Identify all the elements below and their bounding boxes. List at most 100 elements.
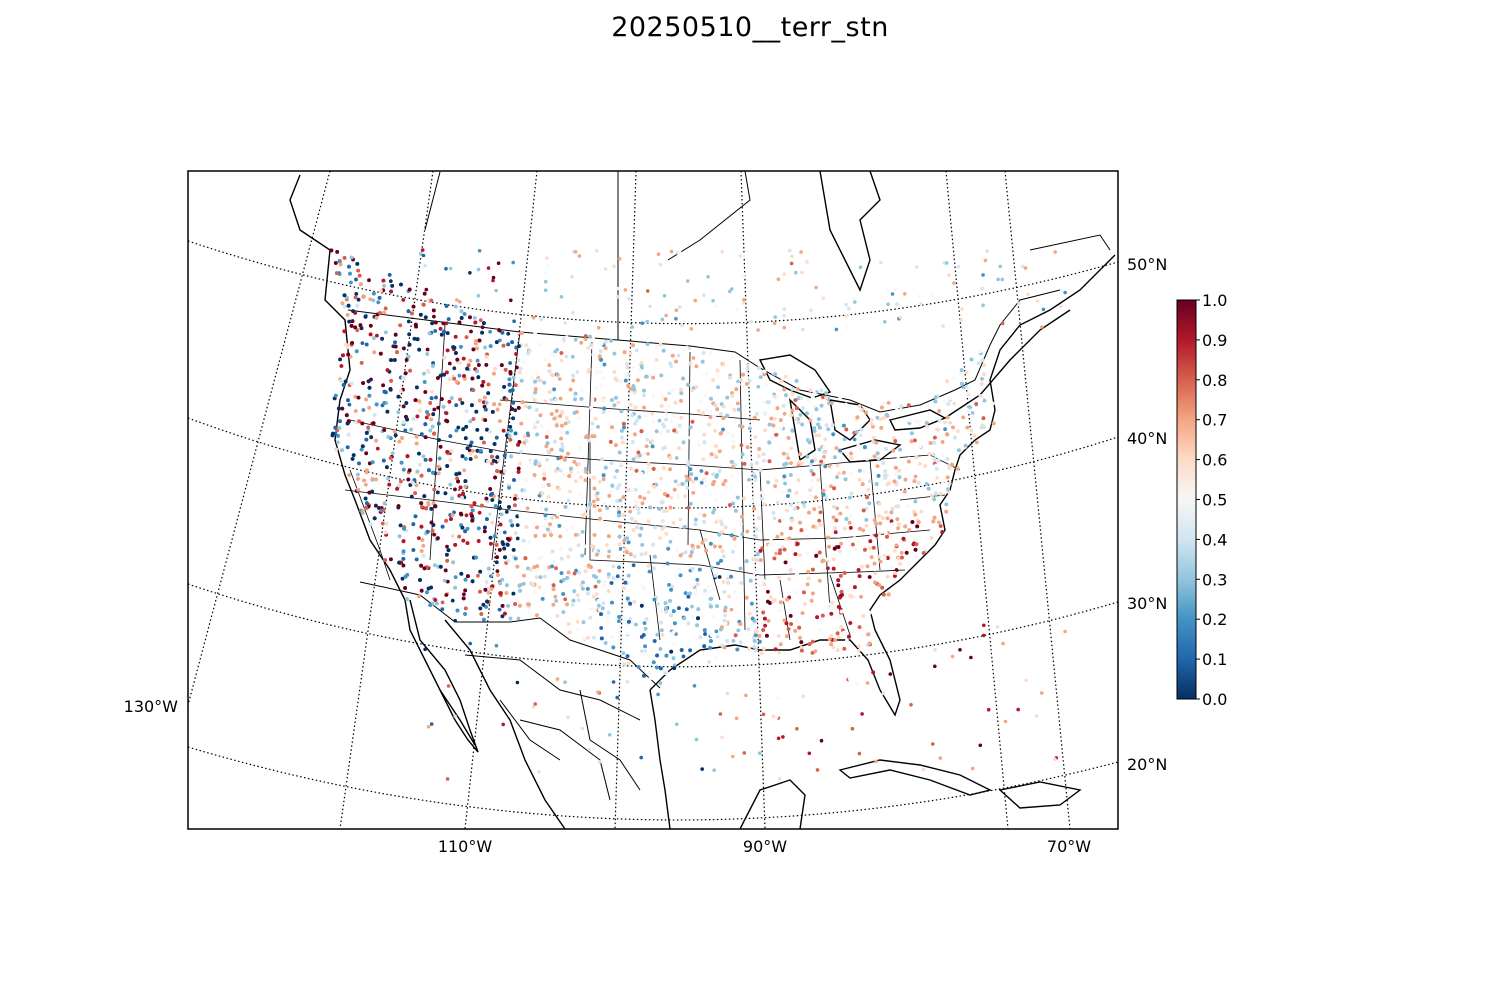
station-dot xyxy=(731,440,736,444)
station-dot xyxy=(718,544,723,549)
station-dot xyxy=(885,556,890,560)
station-dot xyxy=(789,461,793,465)
station-dot xyxy=(468,358,473,363)
station-dot xyxy=(823,459,827,464)
station-dot xyxy=(445,331,450,335)
station-dot xyxy=(757,366,761,370)
station-dot xyxy=(570,603,575,607)
station-dot xyxy=(444,593,449,597)
station-dot xyxy=(432,532,436,537)
station-dot xyxy=(617,483,622,488)
station-dot xyxy=(580,530,585,534)
station-dot xyxy=(913,538,918,542)
station-dot xyxy=(432,487,437,492)
station-dot xyxy=(625,536,630,540)
station-dot xyxy=(441,321,446,326)
station-dot xyxy=(598,349,603,354)
station-dot xyxy=(677,566,682,571)
station-dot xyxy=(744,595,749,600)
station-dot xyxy=(719,530,724,534)
station-dot xyxy=(340,301,345,306)
station-dot xyxy=(829,600,834,605)
station-dot xyxy=(483,407,488,412)
station-dot xyxy=(442,372,446,377)
station-dot xyxy=(603,579,607,584)
station-dot xyxy=(714,498,718,503)
station-dot xyxy=(661,466,666,471)
station-dot xyxy=(674,359,678,364)
station-dot xyxy=(673,400,678,405)
station-dot xyxy=(719,522,724,526)
station-dot xyxy=(595,497,600,502)
station-dot xyxy=(336,434,340,438)
station-dot xyxy=(619,409,624,414)
station-dot xyxy=(709,493,713,497)
station-dot xyxy=(547,390,552,394)
station-dot xyxy=(775,395,780,400)
station-dot xyxy=(419,432,424,437)
station-dot xyxy=(913,547,918,552)
station-dot xyxy=(717,575,722,579)
station-dot xyxy=(945,432,949,436)
station-dot xyxy=(721,362,726,367)
station-dot xyxy=(521,581,526,586)
station-dot xyxy=(879,426,884,430)
station-dot xyxy=(845,638,849,643)
station-dot xyxy=(579,397,584,401)
station-dot xyxy=(894,472,899,477)
station-dot xyxy=(886,592,891,597)
station-dot xyxy=(748,611,752,616)
station-dot xyxy=(616,506,621,511)
station-dot xyxy=(475,448,480,453)
station-dot xyxy=(559,358,564,363)
station-dot xyxy=(651,542,655,547)
station-dot xyxy=(421,553,426,558)
station-dot xyxy=(897,522,901,527)
station-dot xyxy=(575,370,580,374)
station-dot xyxy=(515,514,520,519)
station-dot xyxy=(937,418,942,423)
station-dot xyxy=(519,449,524,454)
station-dot xyxy=(634,454,639,459)
station-dot xyxy=(509,454,513,459)
station-dot xyxy=(913,512,918,517)
station-dot xyxy=(681,654,686,659)
station-dot xyxy=(917,461,922,466)
station-dot xyxy=(931,519,936,524)
station-dot xyxy=(511,416,515,421)
station-dot xyxy=(623,375,628,380)
station-dot xyxy=(808,488,812,492)
station-dot xyxy=(968,405,972,410)
station-dot xyxy=(715,634,720,639)
station-dot xyxy=(577,462,581,466)
station-dot xyxy=(640,543,645,547)
station-dot xyxy=(464,335,469,339)
station-dot xyxy=(402,346,406,351)
station-dot xyxy=(914,542,919,547)
station-dot xyxy=(341,383,346,387)
station-dot xyxy=(777,650,781,655)
station-dot xyxy=(545,457,550,462)
station-dot xyxy=(644,444,649,449)
station-dot xyxy=(715,604,719,608)
station-dot xyxy=(513,431,518,436)
station-dot xyxy=(836,605,841,609)
station-dot xyxy=(566,451,570,456)
station-dot xyxy=(742,384,746,389)
station-dot xyxy=(606,546,611,550)
station-dot xyxy=(573,391,578,396)
station-dot xyxy=(884,413,889,417)
station-dot xyxy=(753,474,757,479)
station-dot xyxy=(573,337,578,342)
station-dot xyxy=(476,375,481,380)
station-dot xyxy=(577,416,581,420)
station-dot xyxy=(579,475,583,480)
station-dot xyxy=(558,455,563,460)
station-dot xyxy=(808,399,813,404)
station-dot xyxy=(925,403,930,408)
station-dot xyxy=(875,464,880,468)
station-dot xyxy=(598,479,602,484)
station-dot xyxy=(689,550,694,555)
station-dot xyxy=(497,500,502,504)
station-dot xyxy=(651,660,656,665)
